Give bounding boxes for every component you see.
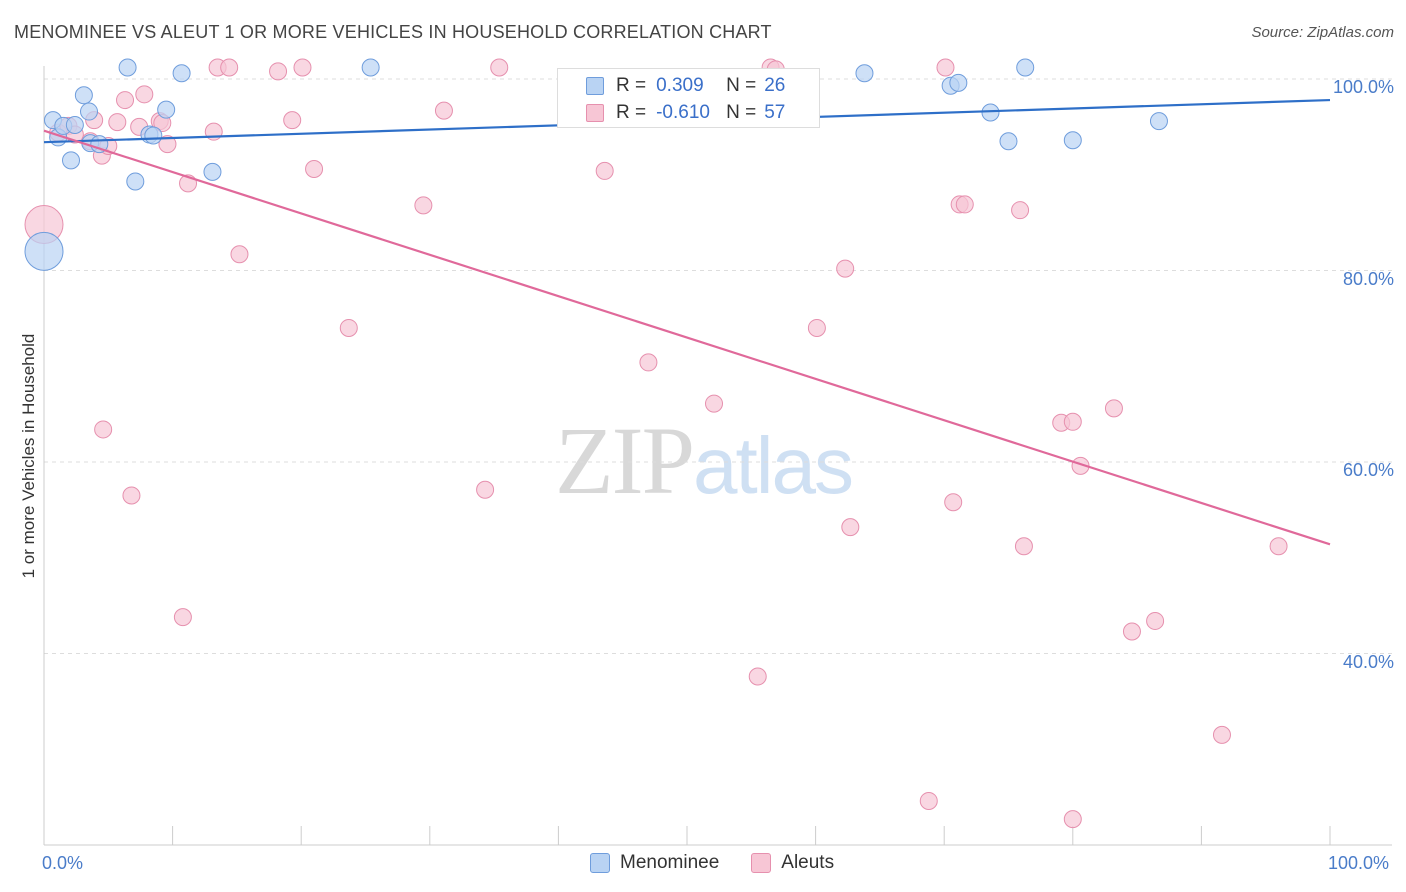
y-axis-label: 1 or more Vehicles in Household [19, 333, 38, 579]
legend-item-menominee[interactable]: Menominee [590, 852, 719, 874]
legend-label-menominee: Menominee [620, 852, 720, 873]
menominee-point [62, 151, 81, 170]
menominee-point [855, 64, 874, 83]
aleut-point [1269, 537, 1288, 556]
aleut-point [339, 318, 358, 337]
menominee-point [157, 100, 176, 119]
aleut-point [293, 58, 312, 77]
aleuts-swatch [586, 104, 604, 122]
aleut-point [269, 62, 288, 81]
aleut-trend-line [43, 129, 1331, 546]
aleut-point [414, 196, 433, 215]
aleut-point [936, 58, 955, 77]
aleut-point [919, 791, 938, 810]
aleut-point [476, 480, 495, 499]
x-tick-label-min: 0.0% [42, 853, 84, 873]
y-tick-label: 80.0% [1342, 268, 1394, 289]
aleut-point [705, 394, 724, 413]
aleut-point [490, 58, 509, 77]
r-value: 0.309 [656, 75, 704, 96]
watermark: ZIPatlas [555, 405, 854, 516]
r-label: R = [616, 102, 647, 123]
aleut-point [230, 245, 249, 264]
aleut-point [1212, 725, 1231, 744]
x-tick-label-max: 100.0% [1328, 853, 1390, 873]
menominee-point [144, 126, 163, 145]
aleut-point [836, 259, 855, 278]
series-legend: Menominee Aleuts [590, 852, 866, 874]
aleut-point [220, 58, 239, 77]
aleut-point [944, 493, 963, 512]
menominee-point [1063, 131, 1082, 150]
aleut-point [1104, 399, 1123, 418]
n-value: 26 [764, 75, 786, 96]
aleut-point [116, 91, 135, 110]
menominee-point [981, 103, 1000, 122]
menominee-point [203, 162, 222, 181]
aleuts-legend-swatch [751, 853, 772, 873]
stats-legend: R = 0.309 N = 26 R = -0.610 N = 57 [557, 68, 820, 128]
aleut-point [94, 420, 113, 439]
y-tick-label: 40.0% [1342, 651, 1394, 672]
n-label: N = [726, 75, 757, 96]
menominee-point [118, 58, 137, 77]
n-value: 57 [764, 102, 786, 123]
r-label: R = [616, 75, 647, 96]
aleut-point [639, 353, 658, 372]
aleut-point [283, 111, 302, 130]
chart-title: MENOMINEE VS ALEUT 1 OR MORE VEHICLES IN… [14, 22, 772, 42]
menominee-point [80, 102, 99, 121]
watermark-atlas: atlas [693, 421, 854, 510]
aleut-point [1014, 537, 1033, 556]
menominee-point [361, 58, 380, 77]
source-label: Source: ZipAtlas.com [1251, 24, 1394, 41]
menominee-point [65, 115, 84, 134]
stats-row-menominee: R = 0.309 N = 26 [586, 73, 785, 99]
aleut-point [955, 195, 974, 214]
aleut-point [305, 160, 324, 179]
aleut-point [595, 161, 614, 180]
aleut-point [1146, 611, 1165, 630]
menominee-point [1016, 58, 1035, 77]
legend-item-aleuts[interactable]: Aleuts [751, 852, 834, 874]
aleut-point [108, 113, 127, 132]
menominee-swatch [586, 77, 604, 95]
legend-label-aleuts: Aleuts [781, 852, 835, 873]
menominee-legend-swatch [590, 853, 610, 873]
r-value: -0.610 [656, 102, 710, 123]
aleut-point [807, 318, 826, 337]
menominee-point [24, 231, 64, 271]
menominee-point [172, 64, 191, 83]
menominee-point [1149, 112, 1168, 131]
menominee-point [126, 172, 145, 191]
y-tick-label: 100.0% [1332, 77, 1394, 97]
aleut-point [158, 135, 177, 154]
y-tick-label: 60.0% [1342, 460, 1394, 480]
menominee-point [74, 86, 93, 105]
aleut-point [748, 667, 767, 686]
aleut-point [1122, 622, 1141, 641]
aleut-point [122, 486, 141, 505]
menominee-point [999, 132, 1018, 151]
aleut-point [173, 608, 192, 627]
stats-row-aleuts: R = -0.610 N = 57 [586, 100, 785, 126]
aleut-point [1063, 810, 1082, 829]
aleut-point [841, 518, 860, 537]
aleut-point [1063, 412, 1082, 431]
menominee-point [949, 73, 968, 92]
aleut-point [434, 101, 453, 120]
watermark-zip: ZIP [555, 407, 695, 514]
aleut-point [1011, 201, 1030, 220]
n-label: N = [726, 102, 757, 123]
aleut-point [135, 85, 154, 104]
